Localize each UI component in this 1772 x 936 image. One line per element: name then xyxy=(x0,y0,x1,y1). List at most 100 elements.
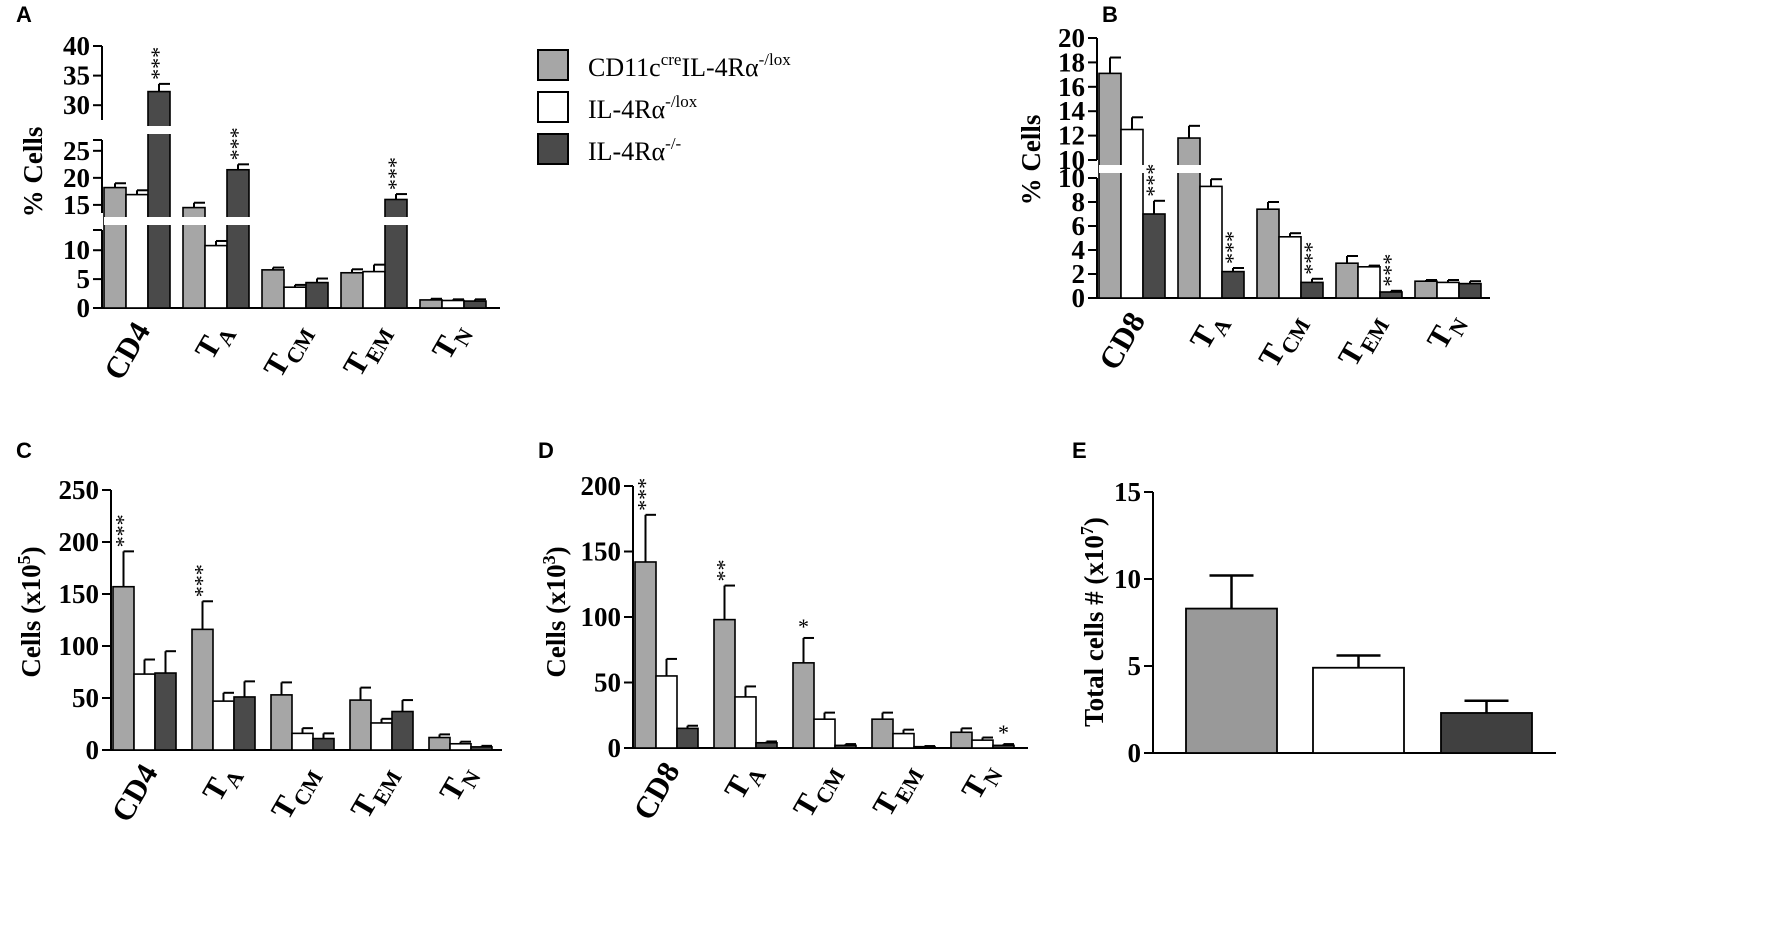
bar xyxy=(892,732,915,749)
bar xyxy=(1458,282,1482,299)
bar xyxy=(1199,185,1223,299)
y-tick-label: 50 xyxy=(72,683,99,713)
bar xyxy=(470,746,493,751)
bar xyxy=(1098,72,1122,299)
bar xyxy=(1436,281,1460,299)
y-tick-label: 30 xyxy=(63,90,90,120)
y-tick-label: 2 xyxy=(1072,259,1086,289)
x-category-label: TN xyxy=(424,316,478,368)
y-tick-label: 8 xyxy=(1072,187,1086,217)
bar xyxy=(1278,236,1302,299)
y-tick-label: 0 xyxy=(86,735,100,765)
bar xyxy=(428,736,451,751)
x-category-label: TN xyxy=(1419,306,1473,358)
y-tick-label: 15 xyxy=(1114,477,1141,507)
legend-label: IL-4Rα-/lox xyxy=(588,92,698,124)
y-tick-label: 0 xyxy=(608,733,622,763)
bar xyxy=(1357,265,1381,299)
bar xyxy=(813,718,836,749)
bar xyxy=(734,696,757,749)
bar xyxy=(133,673,156,751)
y-tick-label: 200 xyxy=(581,471,622,501)
bar xyxy=(1300,281,1324,299)
bar xyxy=(419,299,443,309)
bar xyxy=(1440,712,1533,754)
y-axis-label-sup: 3 xyxy=(539,555,559,564)
bar xyxy=(270,694,293,751)
bar xyxy=(1142,213,1166,299)
bar xyxy=(792,662,815,749)
x-category-main: CD8 xyxy=(626,756,686,826)
bar xyxy=(1414,280,1438,299)
y-tick-label: 4 xyxy=(1072,235,1086,265)
significance-marker: *** xyxy=(1141,164,1166,197)
y-axis-label-sup: 5 xyxy=(14,555,34,564)
significance-marker: *** xyxy=(146,47,171,80)
y-tick-label: 100 xyxy=(581,602,622,632)
bar xyxy=(950,731,973,749)
y-axis-label: Total cells # (x107) xyxy=(1077,517,1109,727)
panel-c: C 0 50 100 150 200 250 Cells (x105) CD4 TA TCM TEM T… xyxy=(14,438,502,828)
bar xyxy=(125,193,149,309)
y-tick-label: 0 xyxy=(1072,283,1086,313)
axis-break-gap xyxy=(104,126,502,134)
bar xyxy=(676,727,699,749)
bar xyxy=(204,244,228,309)
bar xyxy=(370,722,393,751)
bar xyxy=(871,718,894,749)
bar xyxy=(362,270,386,309)
y-tick-label: 0 xyxy=(1128,738,1142,768)
x-category-main: CD4 xyxy=(104,758,164,828)
significance-marker: *** xyxy=(225,127,250,160)
bar xyxy=(112,585,135,751)
x-category-label: TCM xyxy=(786,756,850,826)
panel-label: C xyxy=(16,438,32,463)
bar xyxy=(384,198,408,309)
x-category-label: TEM xyxy=(1331,306,1395,375)
y-tick-label: 10 xyxy=(1058,145,1085,175)
significance-marker: ** xyxy=(712,560,737,582)
bar xyxy=(1177,137,1201,299)
y-tick-label: 0 xyxy=(77,293,91,323)
legend-label-text: IL-4Rα xyxy=(681,53,759,82)
x-category-label: TN xyxy=(432,758,486,810)
bar xyxy=(391,710,414,751)
y-tick-label: 12 xyxy=(1058,121,1085,151)
x-category-label: TCM xyxy=(264,758,328,828)
bar xyxy=(655,675,678,749)
x-category-label: CD8 xyxy=(626,756,686,826)
bar xyxy=(291,732,314,751)
y-axis-label-text: Cells (x10 xyxy=(541,564,571,677)
significance-marker: *** xyxy=(190,564,215,597)
x-category-label: TCM xyxy=(1251,306,1315,376)
bar xyxy=(212,700,235,751)
bar xyxy=(226,168,250,309)
x-category-label: CD4 xyxy=(97,316,157,386)
x-category-main: CD4 xyxy=(97,316,157,386)
y-axis-label-end: ) xyxy=(541,546,571,555)
y-tick-label: 200 xyxy=(59,527,100,557)
bar xyxy=(1312,666,1405,754)
y-tick-label: 150 xyxy=(59,579,100,609)
y-tick-label: 14 xyxy=(1058,96,1085,126)
bar xyxy=(971,739,994,749)
y-tick-label: 50 xyxy=(594,668,621,698)
x-category-label: CD4 xyxy=(104,758,164,828)
bar xyxy=(283,286,307,309)
legend-label-sup: -/lox xyxy=(759,50,792,69)
bar xyxy=(1221,270,1245,299)
significance-marker: *** xyxy=(1220,231,1245,264)
significance-marker: *** xyxy=(1378,254,1403,287)
y-tick-label: 5 xyxy=(77,264,91,294)
y-axis-label: Cells (x103) xyxy=(539,546,571,677)
x-category-label: TCM xyxy=(256,316,320,386)
bar xyxy=(713,618,736,749)
y-axis-label: % Cells xyxy=(18,127,48,218)
panel-label: D xyxy=(538,438,554,463)
